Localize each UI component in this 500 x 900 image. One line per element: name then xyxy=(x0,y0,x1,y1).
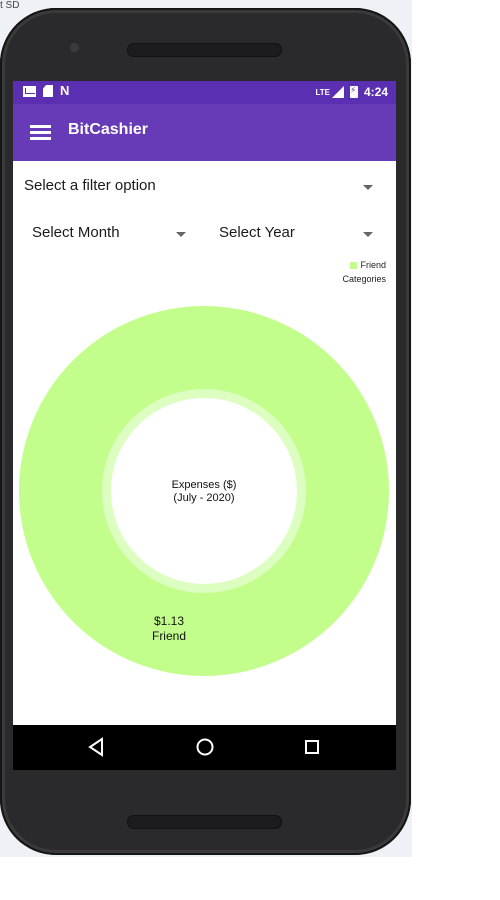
filter-option-label: Select a filter option xyxy=(24,177,156,194)
month-dropdown[interactable]: Select Month xyxy=(32,224,186,250)
legend-entry-friend: Friend xyxy=(342,258,386,272)
hamburger-menu-icon[interactable] xyxy=(30,124,51,140)
chart-legend: Friend Categories xyxy=(342,258,386,286)
top-speaker xyxy=(127,43,282,57)
year-label: Select Year xyxy=(219,224,295,241)
bottom-speaker xyxy=(127,815,282,829)
front-camera xyxy=(70,43,79,52)
navigation-bar xyxy=(13,725,396,770)
gmail-icon xyxy=(23,85,36,97)
legend-swatch xyxy=(350,262,358,270)
donut-hole xyxy=(111,398,297,584)
lte-icon: LTE xyxy=(315,87,330,97)
battery-charging-icon xyxy=(349,85,358,98)
status-time: 4:24 xyxy=(363,85,388,99)
recents-icon[interactable] xyxy=(300,735,324,759)
system-icons: LTE 4:24 xyxy=(315,85,388,99)
emulator-corner-label: t SD xyxy=(0,0,20,11)
n-notification-icon: N xyxy=(60,83,70,98)
back-icon[interactable] xyxy=(84,735,108,759)
chart-center-subtitle: (July - 2020) xyxy=(173,492,234,504)
sd-card-icon xyxy=(43,85,53,97)
slice-value-label: $1.13 xyxy=(154,614,184,628)
donut-chart: Expenses ($) (July - 2020) $1.13 Friend xyxy=(19,306,389,676)
legend-title: Categories xyxy=(342,274,386,284)
device-screen: N LTE 4:24 BitCashier Select a filter op… xyxy=(13,81,396,770)
slice-name-label: Friend xyxy=(152,629,186,643)
chart-center-title: Expenses ($) xyxy=(172,479,237,491)
legend-entry-label: Friend xyxy=(360,260,386,270)
status-bar: N LTE 4:24 xyxy=(13,81,396,104)
home-icon[interactable] xyxy=(193,735,217,759)
filter-option-dropdown[interactable]: Select a filter option xyxy=(24,177,373,203)
app-bar: BitCashier xyxy=(13,104,396,161)
app-title: BitCashier xyxy=(68,121,149,138)
signal-icon xyxy=(331,86,344,98)
year-dropdown[interactable]: Select Year xyxy=(219,224,373,250)
chevron-down-icon xyxy=(363,232,373,237)
month-label: Select Month xyxy=(32,224,120,241)
notification-icons: N xyxy=(23,83,70,98)
chevron-down-icon xyxy=(363,185,373,190)
chevron-down-icon xyxy=(176,232,186,237)
